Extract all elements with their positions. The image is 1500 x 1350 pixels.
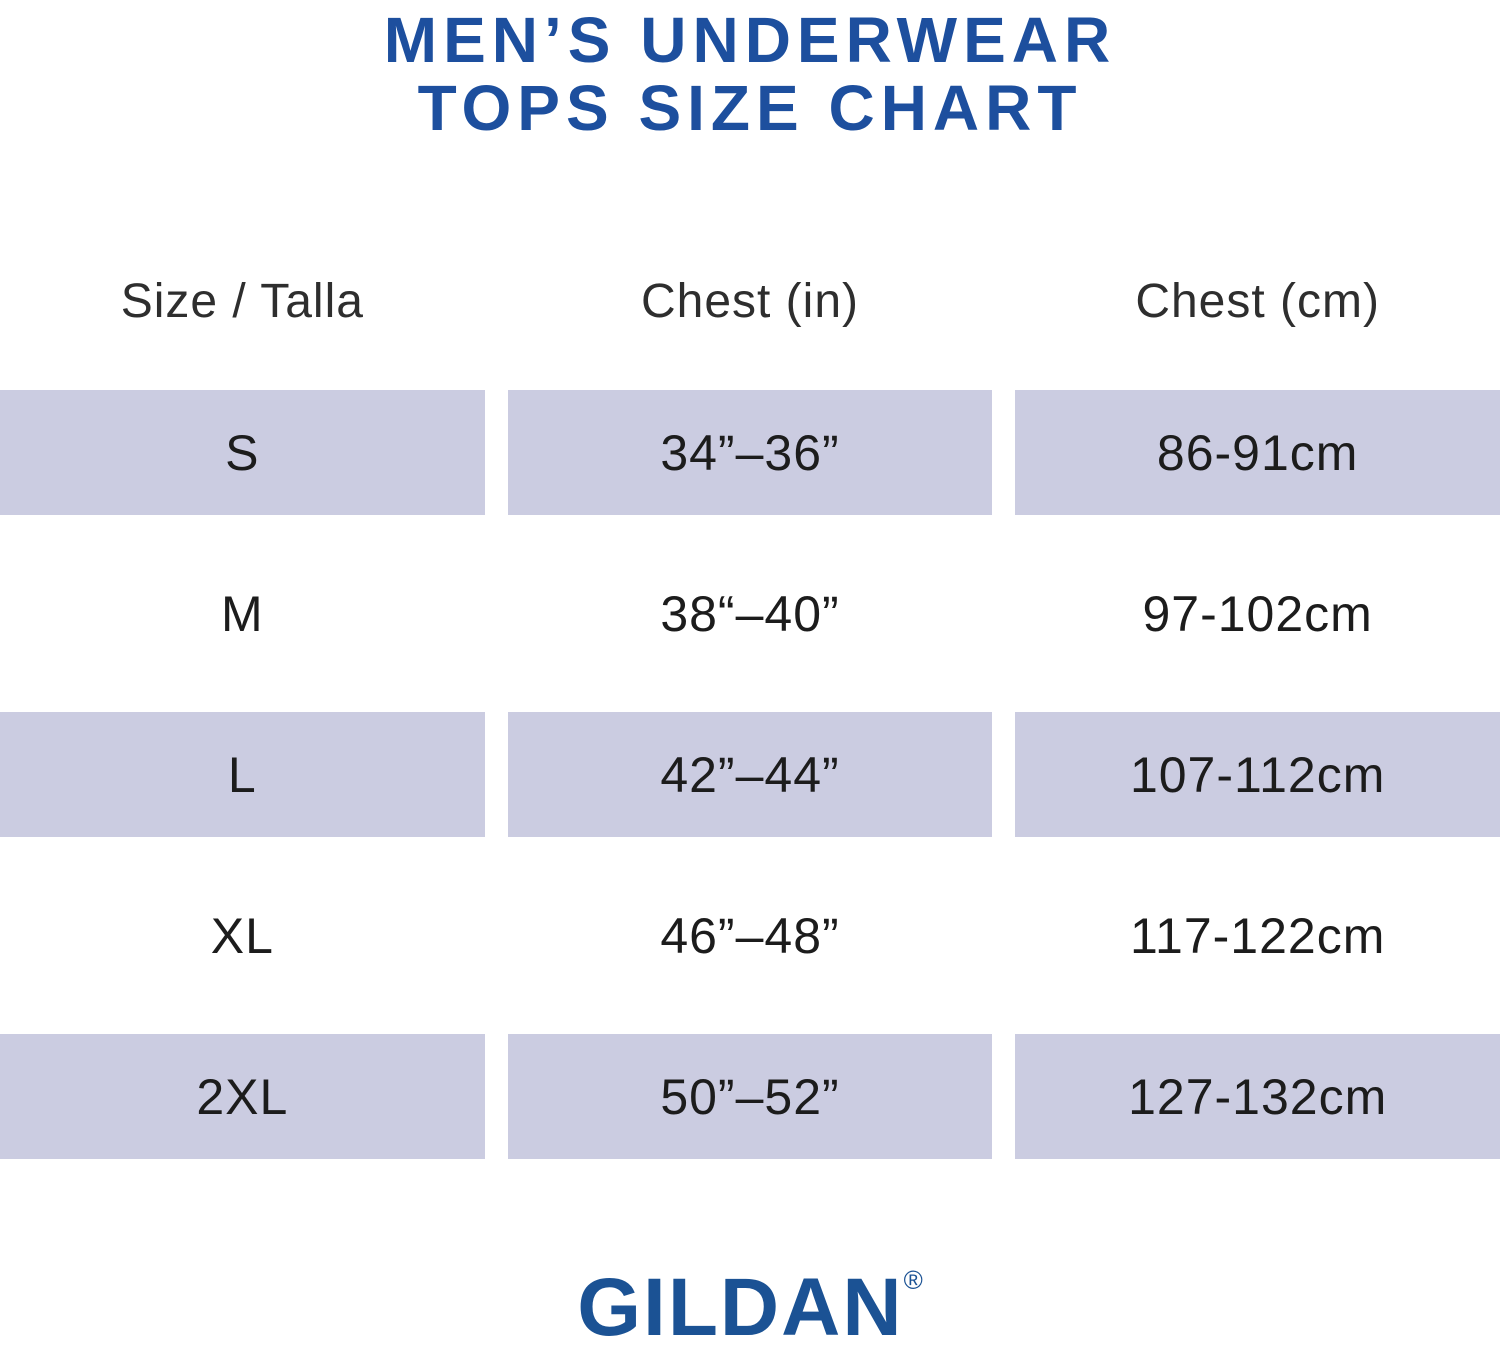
size-cell: L	[0, 712, 485, 837]
size-cell: M	[221, 585, 264, 642]
registered-trademark-symbol: ®	[903, 1265, 923, 1295]
chest-cm-cell: 127-132cm	[1015, 1034, 1500, 1159]
chest-in-cell: 34”–36”	[507, 390, 993, 515]
chest-in-cell: 42”–44”	[507, 712, 993, 837]
gildan-logo: GILDAN	[577, 1262, 904, 1350]
table-header-row: Size / Talla Chest (in) Chest (cm)	[0, 274, 1500, 328]
brand-footer: GILDAN®	[0, 1265, 1500, 1349]
table-row: S 34”–36” 86-91cm	[0, 390, 1500, 515]
chart-title-line2: TOPS SIZE CHART	[417, 72, 1083, 144]
table-header-chest-in: Chest (in)	[640, 275, 860, 328]
table-row: L 42”–44” 107-112cm	[0, 712, 1500, 837]
size-cell: 2XL	[0, 1034, 485, 1159]
chest-cm-cell: 117-122cm	[1129, 907, 1386, 964]
chest-cm-cell: 97-102cm	[1142, 585, 1373, 642]
table-row: XL 46”–48” 117-122cm	[0, 873, 1500, 998]
size-table: S 34”–36” 86-91cm M 38“–40” 97-102cm L 4…	[0, 390, 1500, 1159]
table-header-chest-cm: Chest (cm)	[1135, 275, 1380, 328]
table-header-size: Size / Talla	[120, 275, 364, 328]
table-row: M 38“–40” 97-102cm	[0, 551, 1500, 676]
chest-in-cell: 50”–52”	[507, 1034, 993, 1159]
table-row: 2XL 50”–52” 127-132cm	[0, 1034, 1500, 1159]
chest-cm-cell: 86-91cm	[1015, 390, 1500, 515]
chest-in-cell: 46”–48”	[660, 907, 840, 964]
size-cell: XL	[210, 907, 274, 964]
size-cell: S	[0, 390, 485, 515]
chest-in-cell: 38“–40”	[660, 585, 840, 642]
chart-title: MEN’S UNDERWEAR TOPS SIZE CHART	[0, 0, 1500, 142]
chart-title-line1: MEN’S UNDERWEAR	[383, 4, 1117, 76]
chest-cm-cell: 107-112cm	[1015, 712, 1500, 837]
